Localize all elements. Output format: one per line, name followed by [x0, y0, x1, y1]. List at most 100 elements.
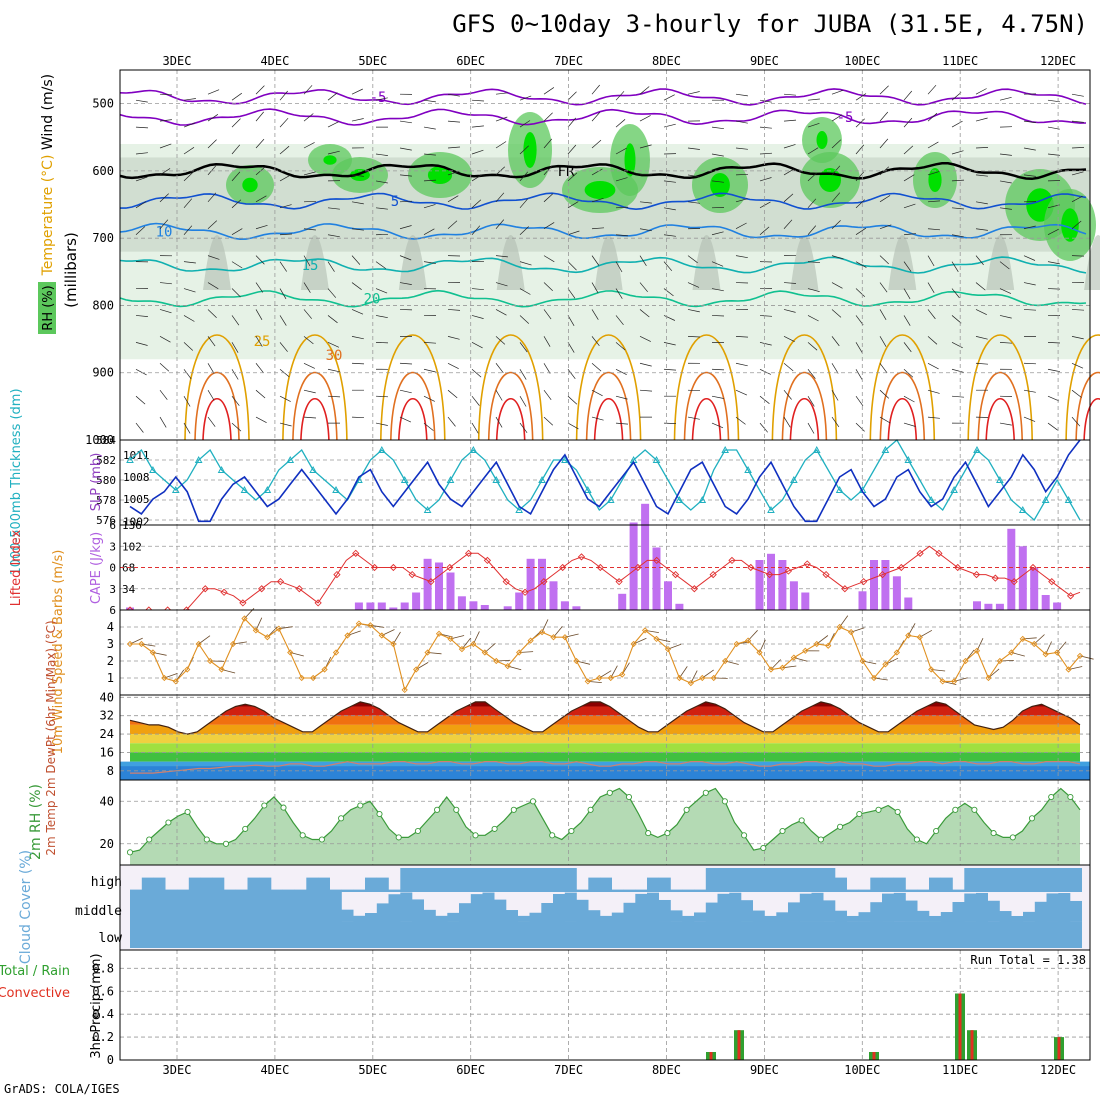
wind-barb [1023, 362, 1037, 365]
wind-barb [831, 416, 840, 428]
wind-barb [495, 309, 507, 316]
wind-barb [207, 363, 215, 374]
temp-tick-label: 32 [100, 709, 114, 723]
li-marker [954, 563, 962, 572]
cloud-high-cell [858, 889, 871, 892]
wind-barb [423, 261, 436, 264]
wind-barb [471, 315, 484, 319]
wind-barb [279, 90, 288, 101]
cloud-middle-cell [752, 910, 765, 923]
cloud-high-cell [318, 877, 330, 892]
rh2m-tick-label: 40 [100, 794, 114, 808]
thickness-tick-label: 576 [96, 514, 116, 527]
wind-barb [1023, 174, 1036, 177]
wind-barb [951, 207, 964, 210]
cloud-middle-cell [529, 912, 542, 923]
wind-barb [759, 99, 772, 103]
wind-barb [591, 227, 605, 230]
wind10m-marker [229, 640, 237, 648]
wind-barb [279, 233, 293, 236]
cloud-high-cell [130, 889, 142, 892]
wind-barb [207, 255, 220, 260]
cape-bar [549, 581, 558, 611]
wind10m-marker [928, 666, 935, 673]
cloud-middle-cell [717, 893, 730, 922]
wind-barb [903, 288, 911, 300]
wind-barb [447, 120, 461, 123]
cloud-middle-cell [200, 892, 213, 922]
wind-barb [615, 395, 628, 400]
cloud-low-cell [470, 922, 483, 948]
wind-barb [351, 228, 364, 231]
wind-barb [543, 112, 553, 122]
wind-barb [999, 422, 1012, 426]
wind10m-marker [573, 657, 580, 665]
cloud-middle-cell [259, 892, 272, 922]
wind-barb [591, 139, 602, 149]
wind-barb [1047, 422, 1058, 431]
thickness-marker [675, 495, 684, 503]
wind-barb [255, 85, 265, 95]
cape-bar [572, 606, 581, 611]
wind-barb [207, 282, 219, 290]
cloud-high-cell [611, 889, 624, 892]
wind-barb [687, 309, 700, 313]
cloud-middle-cell [623, 902, 636, 922]
wind-barb [399, 255, 412, 261]
li-marker [671, 570, 680, 579]
wind-barb [279, 204, 292, 209]
cloud-low-cell [658, 922, 671, 948]
cloud-low-cell [529, 922, 542, 948]
cloud-high-cell [282, 889, 295, 892]
wind-barb [375, 315, 388, 319]
isotherm-25-loop [1065, 334, 1100, 441]
pressure-tick-label: 800 [92, 298, 114, 312]
wind-barb [231, 171, 241, 182]
wind-barb [615, 261, 623, 273]
cloud-high-cell [635, 889, 648, 892]
precip-convective-bar [958, 993, 962, 1060]
wind-barb [735, 147, 748, 150]
wind-barb [999, 315, 1012, 319]
wind-barb [375, 97, 388, 101]
temp-band [130, 752, 1080, 762]
precip-convective-bar [709, 1052, 713, 1060]
li-marker [464, 549, 473, 557]
li-marker [295, 585, 303, 593]
wind-barb [903, 369, 914, 378]
wind-barb [207, 114, 219, 122]
cloud-low-cell [271, 922, 283, 948]
isotherm-30-loop [390, 372, 436, 441]
li-marker [747, 563, 755, 572]
cape-bar [1007, 528, 1016, 611]
wind-barb [471, 369, 482, 378]
wind-barb [639, 144, 652, 149]
wind-barb [207, 390, 215, 401]
cloud-middle-cell [353, 915, 366, 923]
cloud-high-cell [447, 868, 460, 892]
cloud-high-cell [682, 889, 695, 892]
rh2m-marker [280, 804, 287, 811]
cape-bar [503, 606, 512, 611]
rh-very-humid-area [710, 173, 730, 197]
wind-barb [471, 99, 485, 102]
li-marker [559, 563, 567, 572]
li-axis-label: Lifted Index [9, 529, 24, 606]
thickness-marker [950, 485, 958, 493]
date-tick-label: 12DEC [1040, 1063, 1076, 1077]
wind10m-marker [550, 634, 557, 641]
wind-barb [183, 396, 191, 407]
cape-bar [755, 560, 764, 610]
wind-barb [519, 288, 531, 295]
wind10m-marker [756, 649, 763, 656]
thickness-marker [583, 485, 592, 493]
wind-barb [423, 126, 436, 130]
wind-barb [159, 309, 172, 314]
cape-bar [1030, 567, 1039, 610]
wind10m-barb [919, 629, 933, 638]
cloud-high-cell [905, 889, 918, 892]
wind-barb [447, 220, 458, 229]
wind-barb [783, 144, 796, 149]
wind-barb [159, 193, 169, 203]
